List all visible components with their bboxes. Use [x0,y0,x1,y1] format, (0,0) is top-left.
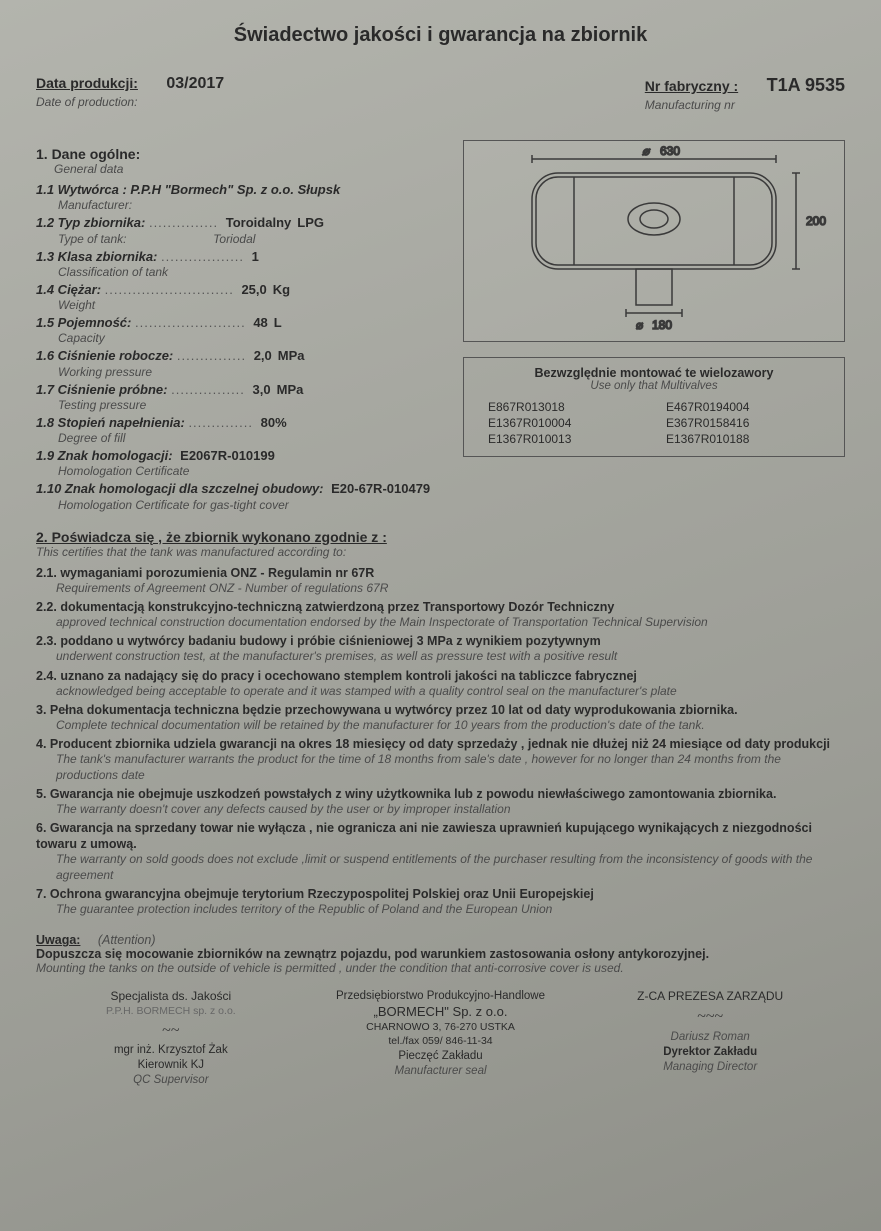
right-column: ⌀ 630 ⌀ 180 200 [463,140,845,515]
clause: 2.3. poddano u wytwórcy badaniu budowy i… [36,633,845,664]
signature-seal: Przedsiębiorstwo Produkcyjno-Handlowe „B… [306,989,576,1088]
multivalve-code: E467R0194004 [666,400,820,414]
dim-width: ⌀ [642,144,651,158]
sig-seal-l1: Przedsiębiorstwo Produkcyjno-Handlowe [306,989,576,1004]
dim-height-val: 200 [806,214,826,228]
section2-head-en: This certifies that the tank was manufac… [36,545,845,559]
multivalve-code: E867R013018 [488,400,642,414]
spec-row: 1.10 Znak homologacji dla szczelnej obud… [36,481,453,512]
production-date-block: Data produkcji: 03/2017 Date of producti… [36,75,224,114]
sig-qc-l2: P.P.H. BORMECH sp. z o.o. [36,1005,306,1019]
signature-qc: Specjalista ds. Jakości P.P.H. BORMECH s… [36,989,306,1088]
attention-body-pl: Dopuszcza się mocowanie zbiorników na ze… [36,947,709,961]
signatures-row: Specjalista ds. Jakości P.P.H. BORMECH s… [36,989,845,1088]
sig-seal-l4: tel./fax 059/ 846-11-34 [306,1035,576,1049]
clause: 7. Ochrona gwarancyjna obejmuje terytori… [36,886,845,917]
mfg-label-en: Manufacturing nr [645,98,735,112]
clauses-list: 2.1. wymaganiami porozumienia ONZ - Regu… [36,565,845,918]
sig-seal-l5: Pieczęć Zakładu [306,1049,576,1064]
sig-dir-handwriting: ~~~ [575,1007,845,1028]
sig-seal-l2: „BORMECH" Sp. z o.o. [306,1004,576,1021]
sig-qc-l3: mgr inż. Krzysztof Żak [36,1043,306,1058]
clause: 4. Producent zbiornika udziela gwarancji… [36,736,845,783]
multivalve-codes-grid: E867R013018 E467R0194004 E1367R010004 E367R… [474,400,834,446]
attention-label-pl: Uwaga: [36,933,80,947]
clause: 2.2. dokumentacją konstrukcyjno-technicz… [36,599,845,630]
spec-row: 1.6 Ciśnienie robocze: ............... 2… [36,348,453,379]
spec-row: 1.1 Wytwórca : P.P.H "Bormech" Sp. z o.o… [36,182,453,213]
sig-seal-l6: Manufacturer seal [306,1064,576,1079]
spec-row: 1.2 Typ zbiornika: ............... Toroi… [36,215,453,246]
svg-text:⌀: ⌀ [636,318,643,332]
clause: 6. Gwarancja na sprzedany towar nie wyłą… [36,820,845,883]
manufacturing-nr-block: Nr fabryczny : T1A 9535 Manufacturing nr [645,75,845,114]
multivalve-box: Bezwzględnie montować te wielozawory Use… [463,357,845,457]
section1-head-pl: 1. Dane ogólne: [36,146,453,162]
date-value: 03/2017 [166,75,224,92]
mfg-label-pl: Nr fabryczny : [645,78,738,94]
sig-seal-l3: CHARNOWO 3, 76-270 USTKA [306,1021,576,1035]
multivalve-head-pl: Bezwzględnie montować te wielozawory [474,366,834,380]
spec-row: 1.9 Znak homologacji: E2067R-010199Homol… [36,448,453,479]
date-label-pl: Data produkcji: [36,75,138,91]
spec-row: 1.5 Pojemność: ........................ … [36,315,453,346]
multivalve-head-en: Use only that Multivalves [474,380,834,392]
signature-director: Z-CA PREZESA ZARZĄDU ~~~ Dariusz Roman D… [575,989,845,1088]
dim-hole-val: 180 [652,318,672,332]
document-title: Świadectwo jakości i gwarancja na zbiorn… [36,24,845,47]
clause: 3. Pełna dokumentacja techniczna będzie … [36,702,845,733]
sig-dir-l4: Managing Director [575,1060,845,1075]
attention-label-en: (Attention) [98,933,156,947]
section2-head-pl: 2. Poświadcza się , że zbiornik wykonano… [36,529,845,545]
main-columns: 1. Dane ogólne: General data 1.1 Wytwórc… [36,140,845,515]
sig-dir-l2: Dariusz Roman [575,1030,845,1045]
section1-head-en: General data [54,162,453,176]
multivalve-code: E1367R010013 [488,432,642,446]
clause: 5. Gwarancja nie obejmuje uszkodzeń pows… [36,786,845,817]
certificate-page: Świadectwo jakości i gwarancja na zbiorn… [0,0,881,1231]
tank-diagram: ⌀ 630 ⌀ 180 200 [463,140,845,342]
attention-body-en: Mounting the tanks on the outside of veh… [36,961,624,975]
mfg-value: T1A 9535 [767,75,845,95]
sig-qc-handwriting: ~~ [36,1021,306,1042]
specs-column: 1. Dane ogólne: General data 1.1 Wytwórc… [36,140,453,515]
sig-qc-l5: QC Supervisor [36,1073,306,1088]
multivalve-code: E1367R010004 [488,416,642,430]
spec-row: 1.4 Ciężar: ............................… [36,282,453,313]
clause: 2.4. uznano za nadający się do pracy i o… [36,668,845,699]
sig-dir-l3: Dyrektor Zakładu [575,1045,845,1060]
spec-row: 1.7 Ciśnienie próbne: ................ 3… [36,382,453,413]
multivalve-code: E367R0158416 [666,416,820,430]
date-label-en: Date of production: [36,95,137,109]
multivalve-code: E1367R010188 [666,432,820,446]
sig-qc-l4: Kierownik KJ [36,1058,306,1073]
specs-list: 1.1 Wytwórca : P.P.H "Bormech" Sp. z o.o… [36,182,453,513]
attention-body: Dopuszcza się mocowanie zbiorników na ze… [36,947,845,975]
clause: 2.1. wymaganiami porozumienia ONZ - Regu… [36,565,845,596]
sig-qc-l1: Specjalista ds. Jakości [36,989,306,1005]
header-row: Data produkcji: 03/2017 Date of producti… [36,75,845,114]
sig-dir-l1: Z-CA PREZESA ZARZĄDU [575,989,845,1005]
attention-block: Uwaga: (Attention) Dopuszcza się mocowan… [36,933,845,975]
spec-row: 1.3 Klasa zbiornika: .................. … [36,249,453,280]
spec-row: 1.8 Stopień napełnienia: .............. … [36,415,453,446]
dim-width-val: 630 [660,144,680,158]
